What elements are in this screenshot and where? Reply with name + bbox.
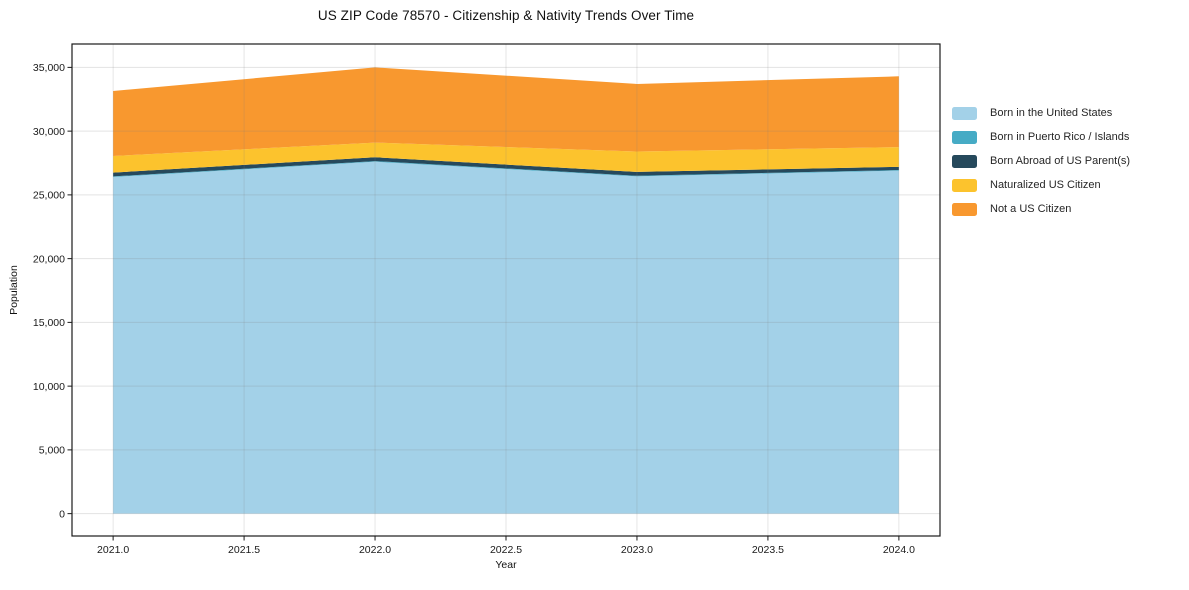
x-tick-label: 2021.5	[228, 544, 260, 556]
x-tick-label: 2022.0	[359, 544, 391, 556]
area-series-3	[113, 142, 899, 173]
x-tick-label: 2022.5	[490, 544, 522, 556]
y-tick-label: 35,000	[33, 62, 65, 74]
legend-item-2: Born Abroad of US Parent(s)	[952, 149, 1130, 173]
legend: Born in the United States Born in Puerto …	[952, 101, 1130, 221]
legend-swatch-icon	[952, 130, 977, 144]
y-tick-label: 25,000	[33, 190, 65, 202]
y-tick-label: 0	[59, 508, 65, 520]
legend-label: Not a US Citizen	[990, 203, 1072, 215]
x-tick-label: 2023.0	[621, 544, 653, 556]
y-axis-label: Population	[8, 265, 20, 315]
legend-label: Born in the United States	[990, 107, 1113, 119]
legend-item-4: Not a US Citizen	[952, 197, 1130, 221]
y-tick-label: 30,000	[33, 126, 65, 138]
y-tick-label: 15,000	[33, 317, 65, 329]
x-tick-label: 2024.0	[883, 544, 915, 556]
chart-title: US ZIP Code 78570 - Citizenship & Nativi…	[317, 8, 695, 23]
legend-swatch-icon	[952, 106, 977, 120]
legend-item-0: Born in the United States	[952, 101, 1130, 125]
x-tick-label: 2023.5	[752, 544, 784, 556]
legend-swatch-icon	[952, 154, 977, 168]
legend-item-1: Born in Puerto Rico / Islands	[952, 125, 1130, 149]
y-tick-label: 20,000	[33, 253, 65, 265]
y-tick-label: 10,000	[33, 381, 65, 393]
area-series-0	[113, 161, 899, 514]
x-axis-label: Year	[495, 559, 517, 571]
area-series-1	[113, 161, 899, 178]
legend-swatch-icon	[952, 178, 977, 192]
legend-label: Born Abroad of US Parent(s)	[990, 155, 1131, 167]
legend-label: Born in Puerto Rico / Islands	[990, 131, 1130, 143]
legend-item-3: Naturalized US Citizen	[952, 173, 1130, 197]
y-tick-label: 5,000	[39, 445, 65, 457]
x-tick-label: 2021.0	[97, 544, 129, 556]
legend-label: Naturalized US Citizen	[990, 179, 1101, 191]
area-series-4	[113, 67, 899, 156]
legend-swatch-icon	[952, 202, 977, 216]
area-series-2	[113, 157, 899, 177]
